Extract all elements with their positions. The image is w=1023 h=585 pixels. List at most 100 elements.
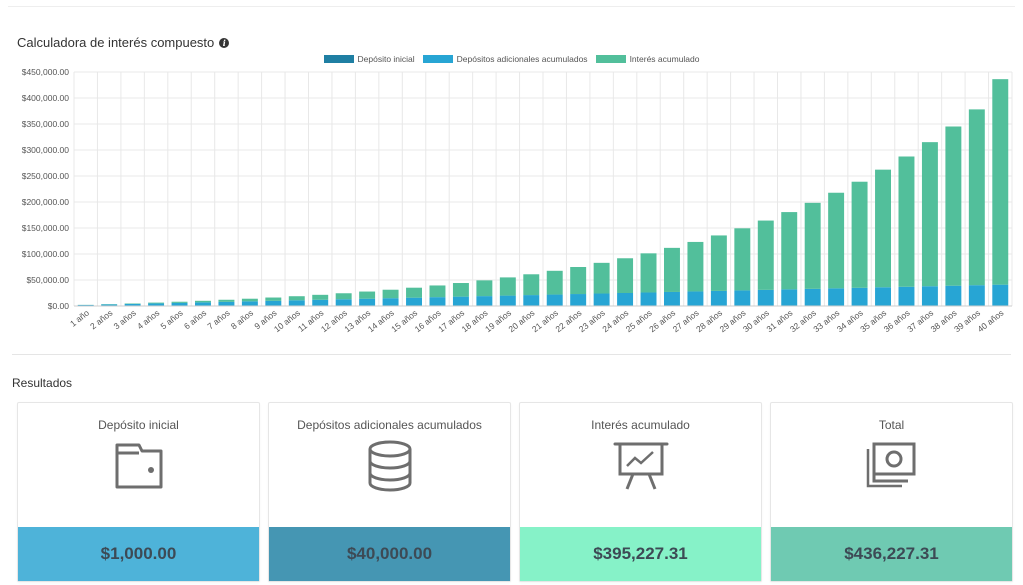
bar-segment: [898, 286, 915, 306]
bar-segment: [335, 299, 352, 306]
bar-segment: [570, 294, 587, 306]
bar-segment: [171, 301, 188, 303]
y-tick-label: $450,000.00: [22, 67, 70, 77]
result-card-additional: Depósitos adicionales acumulados $40,000…: [268, 402, 511, 582]
y-tick-label: $50,000.00: [26, 275, 69, 285]
card-value-interest: $395,227.31: [520, 527, 761, 581]
bar-segment: [218, 299, 235, 302]
card-value-initial: $1,000.00: [18, 527, 259, 581]
bar-segment: [195, 300, 211, 303]
bar-segment: [992, 79, 1009, 285]
card-title-interest: Interés acumulado: [591, 418, 690, 432]
bar-segment: [945, 285, 962, 306]
y-tick-label: $0.00: [48, 301, 70, 311]
wallet-icon: [18, 439, 259, 493]
bar-segment: [406, 297, 422, 306]
calculator-title: Calculadora de interés compuesto i: [17, 35, 230, 50]
bar-segment: [359, 291, 376, 299]
section-divider: [12, 354, 1011, 355]
chart-legend: Depósito inicial Depósitos adicionales a…: [0, 54, 1023, 64]
legend-label-additional: Depósitos adicionales acumulados: [456, 54, 588, 64]
stacked-bar-chart: $0.00 $50,000.00 $100,000.00 $150,000.00 $20…: [22, 67, 1013, 335]
y-tick-label: $300,000.00: [22, 145, 70, 155]
bar-segment: [781, 212, 798, 290]
bar-segment: [335, 293, 352, 300]
bar-segment: [218, 301, 235, 306]
legend-swatch-initial: [323, 55, 354, 63]
result-card-total: Total $436,227.31: [770, 402, 1013, 582]
card-title-total: Total: [878, 418, 905, 432]
bar-segment: [828, 192, 845, 289]
bar-segment: [593, 293, 610, 306]
legend-item-interest[interactable]: Interés acumulado: [595, 54, 700, 64]
bar-segment: [664, 291, 680, 306]
bar-segment: [804, 202, 821, 289]
bar-segment: [921, 142, 938, 287]
calculator-title-text: Calculadora de interés compuesto: [17, 35, 215, 50]
bar-segment: [640, 292, 657, 306]
x-tick-label: 3 años: [112, 308, 138, 332]
bar-segment: [429, 297, 446, 306]
x-tick-label: 10 años: [272, 308, 302, 335]
bar-segment: [875, 287, 891, 306]
bar-segment: [734, 228, 751, 291]
bar-segment: [265, 297, 282, 301]
bar-segment: [148, 303, 165, 306]
bar-segment: [828, 288, 845, 306]
legend-item-initial[interactable]: Depósito inicial: [323, 54, 415, 64]
bar-segment: [382, 298, 399, 306]
y-tick-label: $400,000.00: [22, 93, 70, 103]
bar-segment: [523, 295, 540, 306]
x-tick-label: 5 años: [158, 308, 184, 332]
coins-stack-icon: [269, 439, 510, 493]
bar-segment: [359, 298, 376, 306]
y-tick-label: $250,000.00: [22, 171, 70, 181]
bar-segment: [546, 270, 563, 295]
results-heading: Resultados: [12, 376, 73, 390]
x-tick-label: 6 años: [182, 308, 208, 332]
bar-segment: [875, 169, 891, 288]
bar-segment: [476, 280, 493, 297]
bar-segment: [77, 304, 94, 306]
bar-segment: [617, 258, 634, 293]
legend-label-interest: Interés acumulado: [629, 54, 700, 64]
x-tick-label: 7 años: [205, 308, 231, 332]
chart-presentation-icon: [520, 439, 761, 493]
bar-segment: [757, 289, 774, 306]
bar-segment: [992, 284, 1009, 306]
x-tick-label: 4 años: [135, 308, 161, 332]
bar-segment: [664, 247, 680, 292]
money-bills-icon: [771, 439, 1012, 493]
card-title-additional: Depósitos adicionales acumulados: [297, 418, 482, 432]
result-card-interest: Interés acumulado $395,227.31: [519, 402, 762, 582]
y-tick-label: $350,000.00: [22, 119, 70, 129]
bar-segment: [406, 287, 422, 298]
bar-segment: [710, 290, 727, 306]
bar-segment: [288, 300, 305, 306]
result-card-initial: Depósito inicial $1,000.00: [17, 402, 260, 582]
card-value-total: $436,227.31: [771, 527, 1012, 581]
bar-segment: [570, 267, 587, 295]
legend-item-additional[interactable]: Depósitos adicionales acumulados: [422, 54, 588, 64]
y-tick-label: $100,000.00: [22, 249, 70, 259]
bar-segment: [945, 126, 962, 286]
legend-swatch-additional: [422, 55, 453, 63]
bar-segment: [265, 300, 282, 306]
bar-segment: [499, 277, 516, 296]
bar-segment: [968, 109, 985, 286]
bar-segment: [101, 304, 118, 306]
bar-segment: [452, 296, 469, 306]
bar-segment: [499, 295, 516, 306]
bar-segment: [921, 286, 938, 306]
card-value-additional: $40,000.00: [269, 527, 510, 581]
bar-segment: [781, 289, 798, 306]
bar-segment: [617, 293, 634, 306]
bar-segment: [898, 156, 915, 287]
top-divider: [8, 6, 1015, 7]
info-icon[interactable]: i: [219, 37, 230, 48]
x-tick-label: 2 años: [88, 308, 114, 332]
y-tick-label: $150,000.00: [22, 223, 70, 233]
bar-segment: [851, 181, 868, 288]
bar-segment: [523, 274, 540, 296]
legend-swatch-interest: [595, 55, 626, 63]
